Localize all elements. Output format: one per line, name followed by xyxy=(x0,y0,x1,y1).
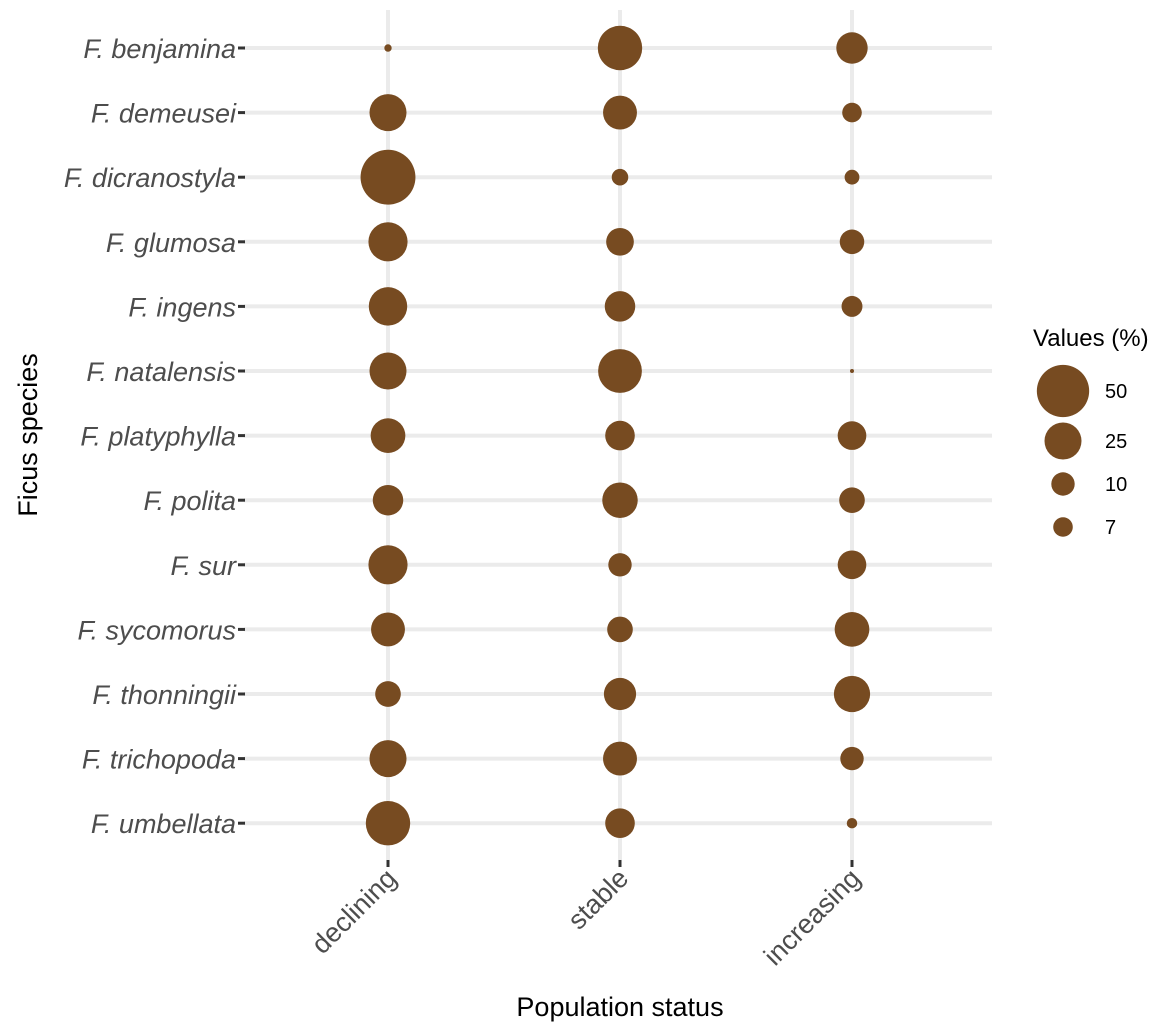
legend-label-10: 10 xyxy=(1105,474,1127,496)
bubble-f-dicranostyla-stable xyxy=(611,168,629,186)
bubble-f-glumosa-increasing xyxy=(839,229,865,255)
legend-key-7 xyxy=(1053,517,1073,537)
bubble-f-sur-stable xyxy=(608,553,632,577)
bubble-f-thonningii-increasing xyxy=(833,675,871,713)
bubble-f-polita-increasing xyxy=(839,487,865,514)
y-tick-label-f-demeusei: F. demeusei xyxy=(91,99,237,129)
y-tick-label-f-trichopoda: F. trichopoda xyxy=(82,745,236,775)
bubble-f-thonningii-declining xyxy=(375,681,401,707)
bubble-f-ingens-increasing xyxy=(841,295,863,317)
y-tick-label-f-sur: F. sur xyxy=(170,551,237,581)
y-tick-label-f-sycomorus: F. sycomorus xyxy=(77,615,236,645)
legend-title: Values (%) xyxy=(1033,325,1149,352)
y-tick-label-f-ingens: F. ingens xyxy=(128,292,236,322)
y-tick-labels: F. benjamina F. demeusei F. dicranostyla F.… xyxy=(64,34,237,839)
bubble-f-sycomorus-stable xyxy=(607,616,633,643)
legend-key-50 xyxy=(1036,364,1090,418)
legend-key-25 xyxy=(1044,422,1082,460)
bubble-f-glumosa-stable xyxy=(606,227,634,256)
bubble-f-umbellata-increasing xyxy=(846,817,858,829)
y-tick-label-f-polita: F. polita xyxy=(143,486,236,516)
bubble-f-glumosa-declining xyxy=(368,222,408,262)
y-tick-label-f-glumosa: F. glumosa xyxy=(106,228,236,258)
bubble-f-sur-increasing xyxy=(837,550,867,580)
bubble-f-demeusei-stable xyxy=(603,95,637,130)
bubble-f-ingens-stable xyxy=(604,291,636,322)
bubble-f-sycomorus-declining xyxy=(371,612,405,647)
axis-ticks xyxy=(238,46,854,867)
y-tick-label-f-umbellata: F. umbellata xyxy=(91,809,236,839)
y-tick-label-f-natalensis: F. natalensis xyxy=(86,357,236,387)
bubble-f-trichopoda-declining xyxy=(369,740,407,778)
legend-items: 50 25 10 7 xyxy=(1036,364,1127,539)
bubble-f-ingens-declining xyxy=(368,287,408,326)
y-tick-label-f-benjamina: F. benjamina xyxy=(83,34,236,64)
x-tick-label-declining: declining xyxy=(306,863,403,960)
y-tick-label-f-thonningii: F. thonningii xyxy=(92,680,237,710)
bubble-f-dicranostyla-increasing xyxy=(844,169,860,185)
bubble-f-benjamina-declining xyxy=(384,44,392,52)
bubble-f-natalensis-increasing xyxy=(850,369,854,373)
bubble-f-thonningii-stable xyxy=(603,677,637,711)
bubble-f-sur-declining xyxy=(368,545,408,585)
bubble-f-platyphylla-stable xyxy=(605,420,635,451)
bubble-f-umbellata-stable xyxy=(605,808,635,838)
y-tick-label-f-platyphylla: F. platyphylla xyxy=(80,422,236,452)
x-axis-title: Population status xyxy=(516,992,723,1022)
data-points xyxy=(360,25,871,846)
bubble-f-platyphylla-declining xyxy=(370,418,406,453)
bubble-f-demeusei-increasing xyxy=(842,102,862,123)
bubble-f-natalensis-declining xyxy=(369,352,407,390)
bubble-f-demeusei-declining xyxy=(369,94,407,132)
legend-label-7: 7 xyxy=(1105,517,1116,539)
x-tick-label-increasing: increasing xyxy=(758,863,866,971)
bubble-f-benjamina-increasing xyxy=(836,32,868,64)
x-tick-label-stable: stable xyxy=(562,863,634,935)
bubble-f-umbellata-declining xyxy=(365,801,411,846)
bubble-f-polita-declining xyxy=(372,484,404,516)
bubble-f-platyphylla-increasing xyxy=(837,421,867,450)
bubble-f-sycomorus-increasing xyxy=(834,612,870,647)
legend-key-10 xyxy=(1051,472,1075,496)
size-legend: Values (%) 50 25 10 7 xyxy=(1033,325,1149,539)
bubble-f-dicranostyla-declining xyxy=(360,149,416,205)
bubble-f-polita-stable xyxy=(602,482,638,518)
legend-label-50: 50 xyxy=(1105,381,1127,403)
legend-label-25: 25 xyxy=(1105,431,1127,453)
bubble-f-natalensis-stable xyxy=(598,349,642,393)
bubble-f-trichopoda-stable xyxy=(603,741,637,776)
x-tick-labels: declining stable increasing xyxy=(306,863,867,971)
bubble-f-benjamina-stable xyxy=(597,25,643,71)
y-tick-label-f-dicranostyla: F. dicranostyla xyxy=(64,163,236,193)
bubble-f-trichopoda-increasing xyxy=(840,746,864,771)
y-axis-title: Ficus species xyxy=(13,353,43,517)
